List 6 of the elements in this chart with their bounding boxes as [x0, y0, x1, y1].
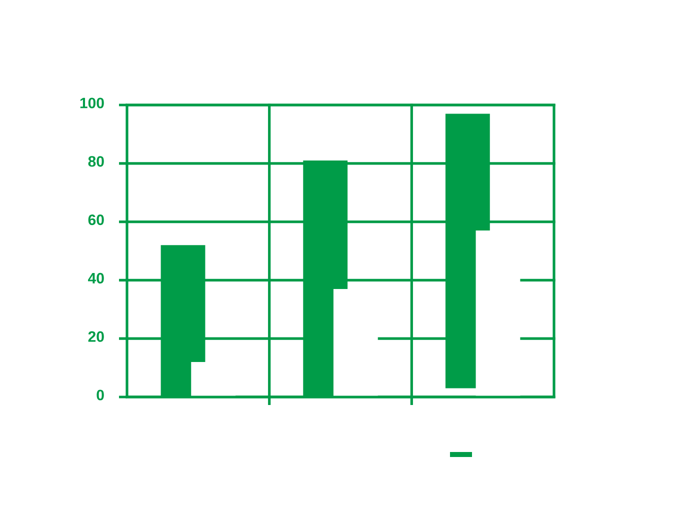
y-tick-label: 20 [88, 331, 104, 342]
y-tick-label: 40 [88, 272, 104, 284]
y-tick-label: 80 [88, 156, 104, 167]
y-tick-label: 100 [80, 98, 104, 108]
y-tick-label: 0 [96, 390, 104, 400]
y-tick-label: 60 [88, 214, 104, 226]
